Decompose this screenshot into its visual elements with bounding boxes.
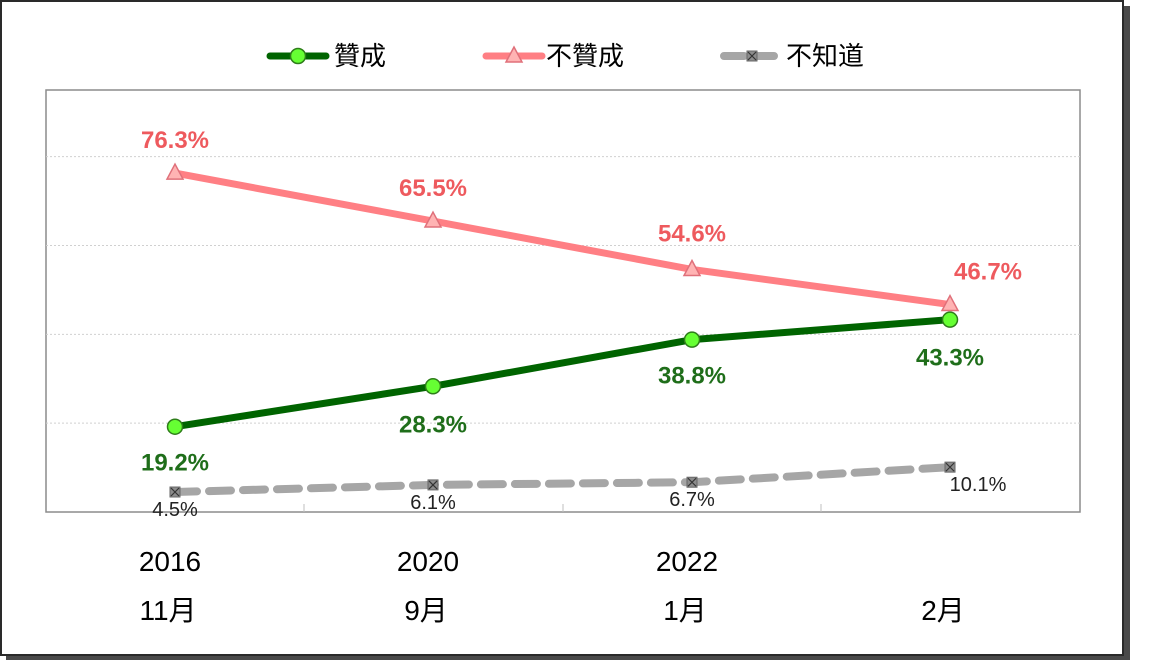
data-point-x-square: [944, 461, 956, 473]
frame-shadow-bottom: [6, 656, 1130, 660]
legend-marker-x: [747, 51, 757, 61]
x-tick-label-year: 2020: [397, 546, 459, 577]
x-tick-label-month: 1月: [663, 595, 707, 626]
legend-label: 贊成: [334, 42, 386, 72]
data-point-x: [170, 487, 180, 497]
data-point-x: [428, 480, 438, 490]
legend-label: 不知道: [786, 42, 864, 72]
frame-shadow-right: [1124, 6, 1130, 660]
legend-label: 不贊成: [546, 42, 624, 72]
legend-marker-circle: [289, 47, 307, 65]
x-tick-label-month: 11月: [139, 595, 196, 626]
series-line-1: [171, 169, 954, 309]
plot-area: 4.5% 6.1% 6.7% 10.1% 76.3% 65.5% 54.6% 46.7% 19.…: [45, 89, 1081, 521]
data-label: 28.3%: [399, 411, 467, 438]
data-point-triangle: [682, 258, 702, 277]
legend-item-1: 不贊成: [482, 42, 624, 72]
x-axis: 2016 11月 2020 9月 2022 1月 2月: [139, 546, 965, 626]
data-point-triangle: [165, 162, 185, 180]
x-tick-label-month: 2月: [921, 595, 965, 626]
data-point-x: [687, 477, 697, 487]
series-line-0: [171, 316, 954, 431]
data-point-x-square: [686, 476, 698, 488]
data-label: 38.8%: [658, 363, 726, 390]
data-label: 76.3%: [141, 127, 209, 154]
data-point-x-square: [427, 479, 439, 491]
legend-marker-triangle: [504, 45, 524, 63]
data-label: 43.3%: [916, 345, 984, 372]
legend-item-0: 贊成: [266, 42, 386, 72]
legend: 贊成 不贊成 不知道: [266, 42, 864, 72]
x-tick-label-year: 2022: [656, 546, 718, 577]
data-point-x: [945, 462, 955, 472]
data-label: 6.7%: [669, 489, 715, 511]
data-point-circle: [683, 331, 701, 348]
data-label: 6.1%: [410, 492, 456, 514]
data-label: 46.7%: [954, 259, 1022, 286]
data-point-circle: [941, 311, 959, 328]
data-label: 65.5%: [399, 175, 467, 202]
data-point-x-square: [169, 486, 181, 498]
data-label: 19.2%: [141, 450, 209, 477]
data-point-triangle: [423, 210, 443, 228]
series-line-2: [171, 463, 954, 497]
legend-item-2: 不知道: [720, 42, 864, 72]
data-label: 54.6%: [658, 220, 726, 247]
x-tick-label-month: 9月: [404, 595, 448, 626]
data-label: 4.5%: [152, 499, 198, 521]
data-point-circle: [166, 418, 184, 435]
data-label: 10.1%: [950, 474, 1007, 496]
data-point-circle: [424, 378, 442, 395]
data-point-triangle: [940, 293, 960, 312]
x-tick-label-year: 2016: [139, 546, 201, 577]
